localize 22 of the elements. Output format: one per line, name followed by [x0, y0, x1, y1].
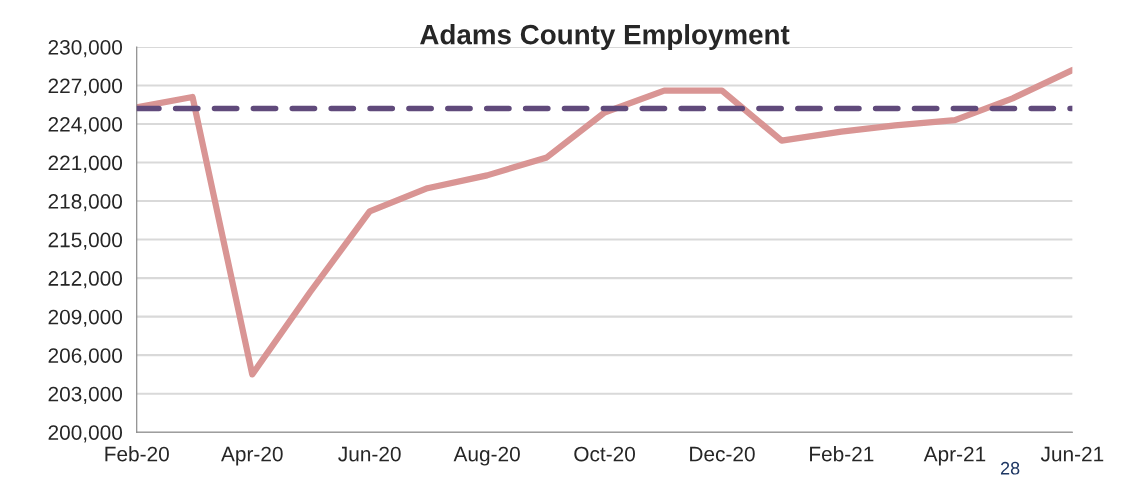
y-tick-label: 203,000 — [48, 386, 123, 404]
x-tick-label: Jun-20 — [338, 446, 401, 462]
y-tick-label: 221,000 — [48, 155, 123, 173]
text: 28 — [1000, 461, 1020, 475]
x-tick-label: Feb-21 — [810, 446, 874, 462]
y-tick-label: 218,000 — [48, 194, 123, 212]
y-tick-label: 200,000 — [48, 425, 123, 443]
x-tick-label: Apr-20 — [221, 446, 283, 466]
y-tick-label: 230,000 — [48, 39, 123, 58]
chart-title: Adams County Employment — [420, 24, 790, 50]
x-tick-label: Jun-21 — [1040, 446, 1104, 462]
y-tick-label: 212,000 — [48, 271, 123, 289]
y-tick-label: 209,000 — [48, 309, 123, 327]
x-tick-label: Feb-20 — [105, 446, 169, 462]
x-tick-label: Apr-21 — [923, 446, 986, 466]
y-tick-label: 215,000 — [48, 232, 123, 250]
x-tick-label: Dec-20 — [690, 446, 755, 462]
y-tick-label: 224,000 — [48, 117, 123, 135]
y-tick-label: 206,000 — [48, 348, 123, 366]
x-tick-label: Aug-20 — [453, 446, 520, 466]
x-tick-label: Oct-20 — [574, 446, 635, 462]
y-tick-label: 227,000 — [48, 78, 123, 96]
